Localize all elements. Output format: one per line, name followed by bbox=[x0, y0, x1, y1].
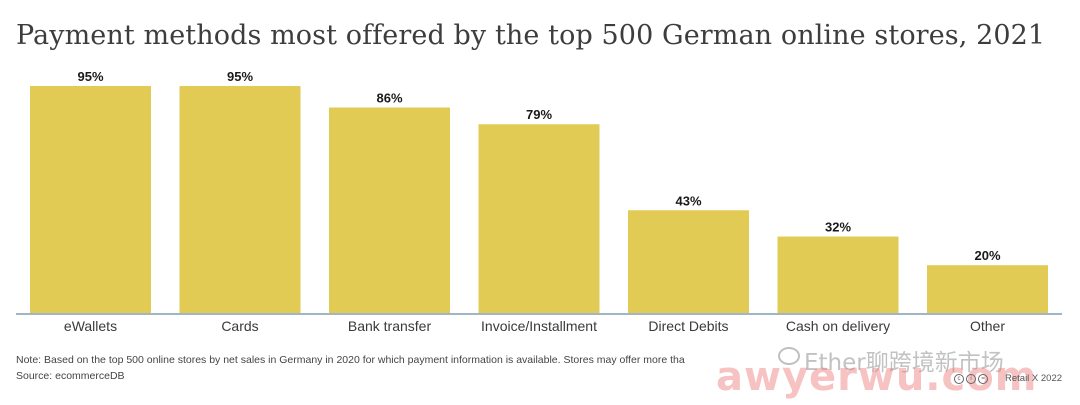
watermark-domain: awyerwu.com bbox=[716, 354, 1038, 400]
copyright-brand: Retail X 2022 bbox=[1005, 373, 1063, 384]
value-label-cards: 95% bbox=[227, 69, 253, 84]
bar-invoice-installment bbox=[478, 124, 600, 313]
by-icon: i bbox=[966, 374, 976, 384]
value-labels-group: 95% 95% 86% 79% 43% 32% 20% bbox=[77, 69, 1000, 263]
bar-chart: 95% 95% 86% 79% 43% 32% 20% eWallets Cards Bank … bbox=[16, 69, 1062, 334]
value-label-bank-transfer: 86% bbox=[376, 91, 402, 106]
category-label-other: Other bbox=[970, 318, 1005, 334]
watermark-latin: Ether bbox=[804, 350, 866, 376]
value-label-other: 20% bbox=[974, 248, 1000, 263]
category-labels-group: eWallets Cards Bank transfer Invoice/Instal… bbox=[64, 318, 1005, 334]
chart-title: Payment methods most offered by the top … bbox=[16, 20, 1046, 51]
value-label-direct-debits: 43% bbox=[675, 193, 701, 208]
watermark-cn: 聊跨境新市场 bbox=[865, 350, 1004, 376]
bar-direct-debits bbox=[628, 210, 749, 313]
category-label-cards: Cards bbox=[221, 318, 258, 334]
bar-cards bbox=[179, 86, 301, 313]
footnote: Note: Based on the top 500 online stores… bbox=[16, 354, 685, 366]
category-label-direct-debits: Direct Debits bbox=[648, 318, 728, 334]
bars-group bbox=[30, 86, 1048, 313]
category-label-ewallets: eWallets bbox=[64, 318, 117, 334]
category-label-bank-transfer: Bank transfer bbox=[348, 318, 432, 334]
value-label-ewallets: 95% bbox=[77, 69, 103, 84]
value-label-invoice-installment: 79% bbox=[526, 107, 552, 122]
category-label-cash-on-delivery: Cash on delivery bbox=[786, 318, 890, 334]
creative-commons-icons: c i = bbox=[954, 374, 988, 384]
bar-cash-on-delivery bbox=[777, 236, 899, 313]
nd-icon: = bbox=[978, 374, 988, 384]
wechat-watermark-icon bbox=[778, 347, 800, 365]
bar-ewallets bbox=[30, 86, 151, 313]
source-line: Source: ecommerceDB bbox=[16, 370, 125, 382]
watermark-text: Ether聊跨境新市场 bbox=[804, 343, 1004, 377]
bar-other bbox=[927, 265, 1048, 313]
bar-bank-transfer bbox=[329, 107, 450, 313]
category-label-invoice-installment: Invoice/Installment bbox=[481, 318, 597, 334]
cc-icon: c bbox=[954, 374, 964, 384]
value-label-cash-on-delivery: 32% bbox=[825, 220, 851, 235]
